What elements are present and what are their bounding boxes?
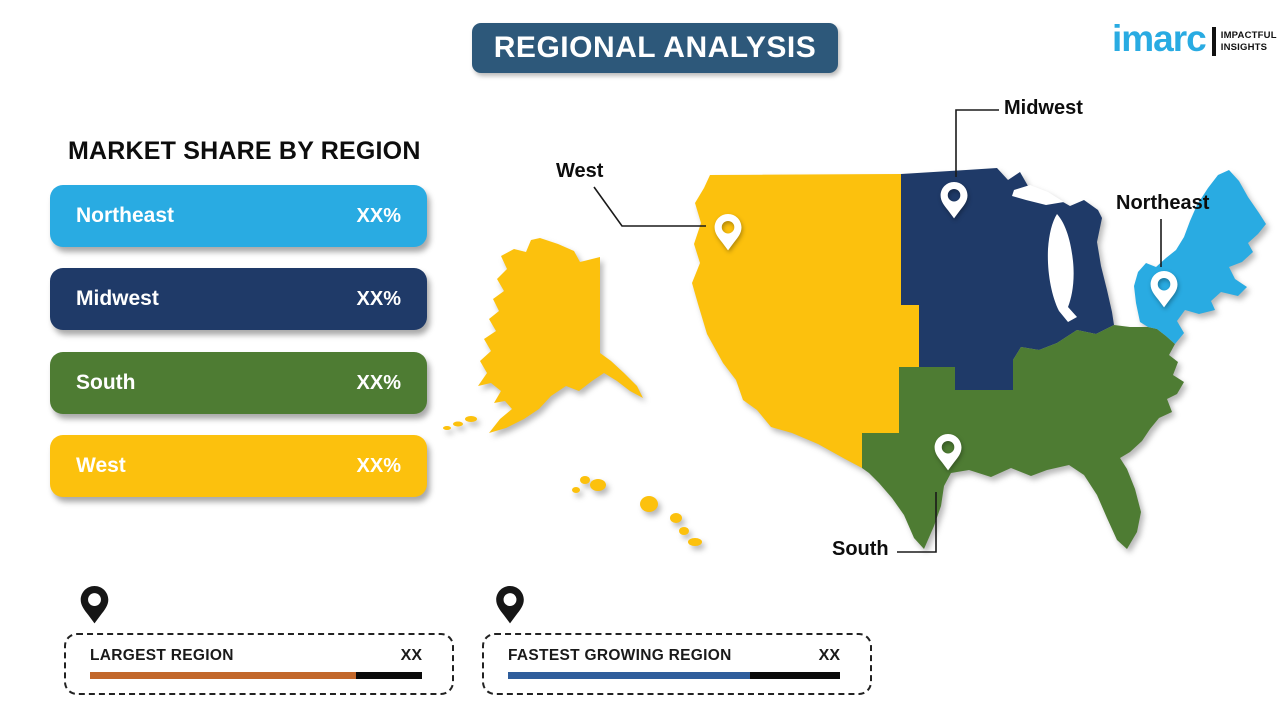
imarc-logo-wordmark: imarc	[1112, 18, 1207, 59]
largest-region-value: XX	[400, 647, 422, 664]
legend-value: XX%	[356, 454, 401, 477]
market-share-heading: MARKET SHARE BY REGION	[68, 137, 421, 165]
logo-tagline: IMPACTFUL INSIGHTS	[1221, 30, 1277, 53]
legend-label: Midwest	[76, 287, 159, 310]
logo-tagline-line2: INSIGHTS	[1220, 41, 1268, 53]
legend-value: XX%	[356, 371, 401, 394]
legend-value: XX%	[356, 287, 401, 310]
legend-value: XX%	[356, 204, 401, 227]
largest-region-bar	[90, 672, 422, 679]
map-region-west	[692, 174, 919, 468]
midwest-pin-icon	[940, 182, 968, 219]
imarc-logo: imarc IMPACTFUL INSIGHTS	[1112, 20, 1277, 57]
leader-line-midwest	[955, 109, 999, 177]
legend-bar-northeast: Northeast XX%	[50, 185, 427, 247]
page-title-banner: REGIONAL ANALYSIS	[472, 23, 838, 73]
map-aleutian-islands	[443, 416, 477, 430]
legend-bar-midwest: Midwest XX%	[50, 268, 427, 330]
lake-michigan	[1047, 214, 1077, 322]
logo-divider	[1211, 27, 1216, 56]
fastest-growing-pin-icon	[496, 586, 524, 624]
map-hawaii	[572, 476, 702, 546]
map-label-west: West	[556, 160, 604, 182]
legend-bar-south: South XX%	[50, 352, 427, 414]
fastest-growing-label: FASTEST GROWING REGION	[508, 647, 732, 664]
west-pin-icon	[714, 214, 742, 251]
logo-tagline-line1: IMPACTFUL	[1220, 30, 1277, 42]
map-label-midwest: Midwest	[1004, 97, 1083, 119]
northeast-pin-icon	[1150, 271, 1178, 308]
south-pin-icon	[934, 434, 962, 471]
leader-line-west	[593, 186, 706, 227]
map-label-south: South	[832, 538, 889, 560]
page-title: REGIONAL ANALYSIS	[493, 31, 817, 64]
fastest-growing-value: XX	[818, 647, 840, 664]
fastest-growing-region-box: FASTEST GROWING REGION XX	[482, 633, 872, 695]
largest-region-pin-icon	[80, 586, 109, 624]
legend-label: Northeast	[76, 204, 175, 227]
legend-label: West	[76, 454, 126, 477]
map-region-south	[862, 325, 1184, 549]
legend-label: South	[76, 371, 136, 394]
leader-line-south	[897, 492, 937, 553]
legend-bar-west: West XX%	[50, 435, 427, 497]
largest-region-box: LARGEST REGION XX	[64, 633, 454, 695]
map-alaska	[478, 238, 643, 433]
fastest-growing-bar	[508, 672, 840, 679]
largest-region-label: LARGEST REGION	[90, 647, 234, 664]
lake-superior	[1012, 185, 1064, 205]
map-label-northeast: Northeast	[1116, 192, 1210, 214]
